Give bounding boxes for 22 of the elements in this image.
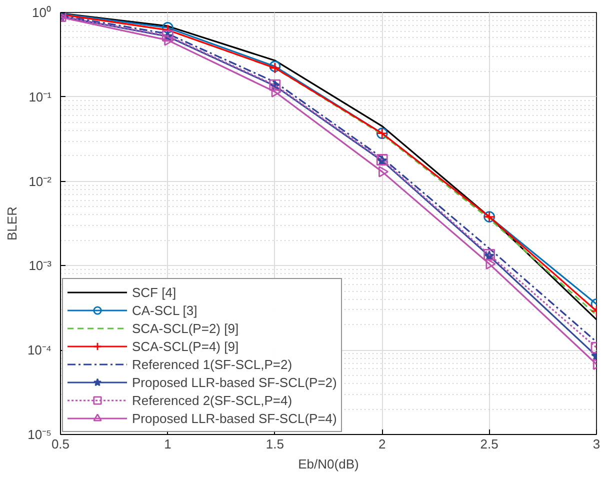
legend-label: Referenced 1(SF-SCL,P=2) xyxy=(132,356,292,373)
y-tick-label: 10⁻¹ xyxy=(28,89,52,104)
legend-label: Proposed LLR-based SF-SCL(P=2) xyxy=(132,374,337,391)
y-tick-label: 10⁻⁴ xyxy=(27,342,52,358)
legend-label: Proposed LLR-based SF-SCL(P=4) xyxy=(132,410,337,427)
y-axis-title: BLER xyxy=(4,206,20,240)
legend-label: SCA-SCL(P=2) [9] xyxy=(132,320,239,337)
x-tick-label: 2.5 xyxy=(480,436,498,452)
x-tick-label: 1 xyxy=(164,436,172,452)
x-tick-label: 2 xyxy=(378,436,386,452)
legend-label: CA-SCL [3] xyxy=(132,302,198,319)
y-tick-label: 10⁻⁵ xyxy=(28,427,52,442)
y-tick-label: 10⁰ xyxy=(32,5,52,20)
y-tick-label: 10⁻² xyxy=(28,174,52,189)
x-tick-label: 0.5 xyxy=(51,436,70,452)
x-axis-title: Eb/N0(dB) xyxy=(298,456,359,472)
legend-label: Referenced 2(SF-SCL,P=4) xyxy=(132,392,292,409)
x-tick-label: 3 xyxy=(592,436,600,452)
x-tick-label: 1.5 xyxy=(266,436,284,452)
legend-label: SCF [4] xyxy=(132,284,176,301)
legend-label: SCA-SCL(P=4) [9] xyxy=(132,338,239,355)
y-tick-label: 10⁻³ xyxy=(28,258,52,274)
